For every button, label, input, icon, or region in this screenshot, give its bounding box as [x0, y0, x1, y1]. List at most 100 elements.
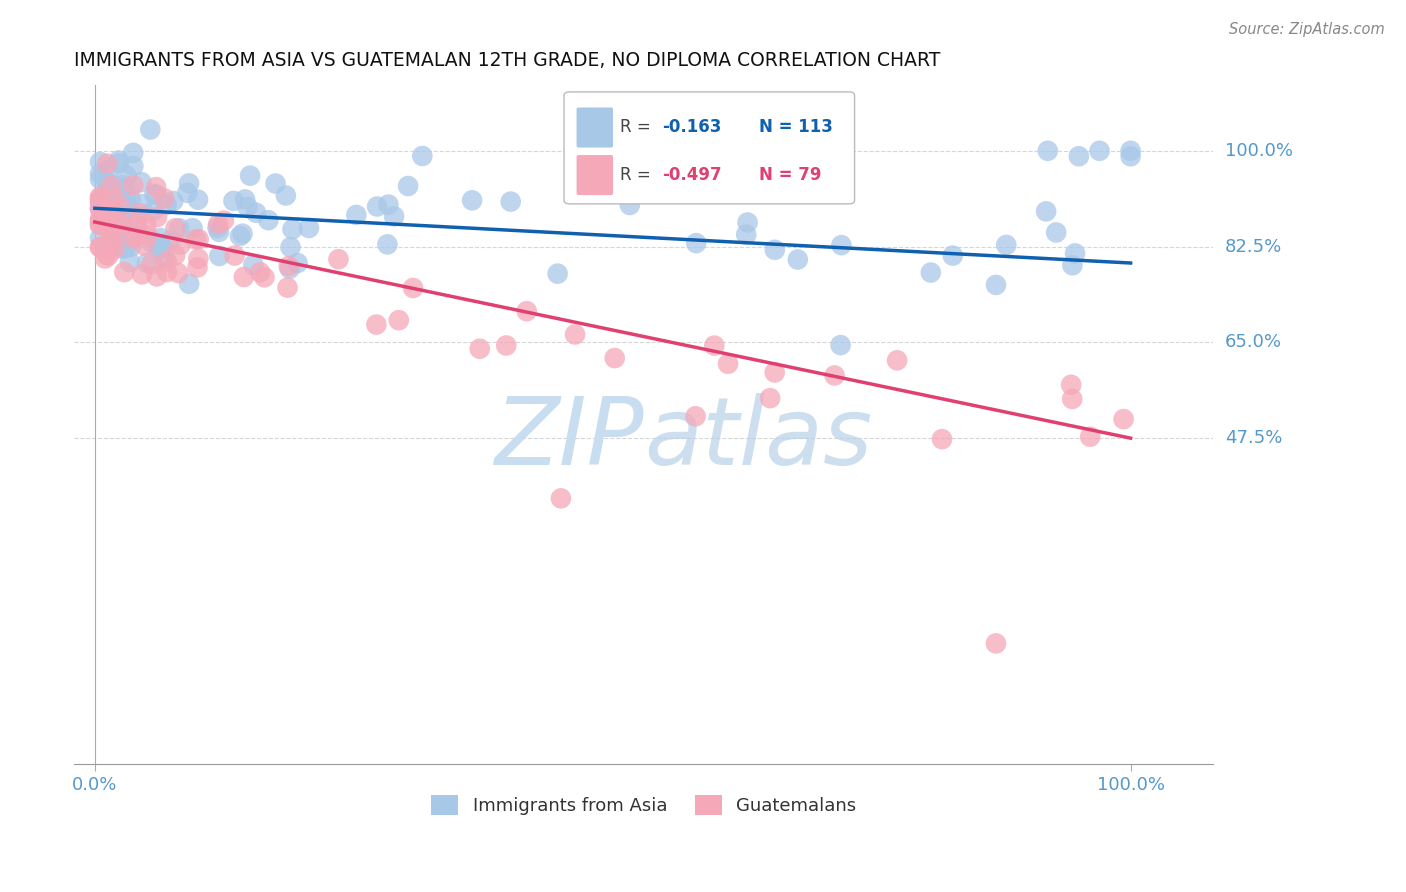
Text: Source: ZipAtlas.com: Source: ZipAtlas.com — [1229, 22, 1385, 37]
Point — [187, 193, 209, 207]
Point — [156, 265, 179, 279]
Point — [366, 318, 388, 332]
Point — [603, 351, 626, 365]
Point — [830, 238, 852, 252]
Point — [111, 214, 134, 228]
Point — [995, 238, 1018, 252]
Point — [156, 198, 179, 212]
Point — [96, 179, 118, 194]
Point — [103, 238, 125, 252]
Point — [111, 178, 134, 192]
Point — [101, 204, 124, 219]
Point — [108, 226, 131, 240]
Point — [100, 178, 122, 193]
Point — [685, 236, 707, 251]
Text: N = 113: N = 113 — [759, 119, 832, 136]
Text: 65.0%: 65.0% — [1225, 334, 1282, 351]
Point — [124, 218, 146, 232]
Point — [264, 177, 287, 191]
Point — [274, 188, 297, 202]
Point — [232, 269, 254, 284]
Point — [148, 241, 170, 255]
Point — [110, 216, 132, 230]
Point — [165, 221, 187, 235]
Point — [96, 203, 118, 218]
Point — [139, 122, 162, 136]
Point — [131, 197, 153, 211]
Point — [233, 193, 256, 207]
Point — [150, 240, 173, 254]
Point — [100, 187, 122, 202]
Point — [1045, 226, 1067, 240]
Point — [96, 215, 118, 229]
Point — [101, 210, 124, 224]
Point — [89, 202, 111, 216]
Point — [207, 221, 229, 235]
Point — [89, 191, 111, 205]
Point — [717, 357, 740, 371]
Point — [1036, 144, 1059, 158]
Text: 100.0%: 100.0% — [1225, 142, 1292, 160]
Point — [703, 338, 725, 352]
Point — [550, 491, 572, 506]
Point — [132, 238, 155, 252]
Point — [281, 222, 304, 236]
Point — [257, 213, 280, 227]
Point — [564, 327, 586, 342]
Text: 82.5%: 82.5% — [1225, 237, 1282, 256]
Point — [115, 188, 138, 202]
Point — [120, 192, 142, 206]
Point — [167, 221, 190, 235]
Point — [737, 215, 759, 229]
Point — [1064, 246, 1087, 260]
Point — [468, 342, 491, 356]
Point — [763, 243, 786, 257]
Point — [1035, 204, 1057, 219]
Text: -0.497: -0.497 — [662, 167, 721, 185]
Point — [117, 210, 139, 224]
Point — [122, 231, 145, 245]
Point — [830, 338, 852, 352]
Point — [103, 231, 125, 245]
Point — [222, 194, 245, 208]
Point — [377, 197, 399, 211]
Point — [1067, 149, 1090, 163]
Point — [97, 163, 120, 178]
Text: -0.163: -0.163 — [662, 119, 721, 136]
Point — [89, 167, 111, 181]
Point — [149, 231, 172, 245]
Point — [89, 219, 111, 233]
Point — [159, 234, 181, 248]
Point — [461, 194, 484, 208]
Point — [179, 277, 201, 291]
Point — [122, 145, 145, 160]
Point — [100, 231, 122, 245]
Point — [122, 178, 145, 193]
Point — [105, 212, 128, 227]
Point — [735, 227, 758, 242]
Point — [96, 157, 118, 171]
Point — [759, 391, 782, 405]
Point — [141, 257, 163, 271]
Point — [824, 368, 846, 383]
Point — [239, 169, 262, 183]
Point — [931, 432, 953, 446]
Point — [763, 366, 786, 380]
FancyBboxPatch shape — [564, 92, 855, 204]
Point — [97, 176, 120, 190]
Point — [89, 202, 111, 217]
Point — [122, 215, 145, 229]
Point — [125, 229, 148, 244]
Point — [145, 269, 167, 284]
Point — [224, 249, 246, 263]
Point — [984, 277, 1007, 292]
Point — [1062, 258, 1084, 272]
Point — [97, 249, 120, 263]
Point — [366, 200, 388, 214]
Point — [96, 247, 118, 261]
Text: atlas: atlas — [644, 392, 872, 483]
Point — [89, 240, 111, 254]
Point — [786, 252, 808, 267]
Point — [181, 221, 204, 235]
Point — [112, 242, 135, 256]
